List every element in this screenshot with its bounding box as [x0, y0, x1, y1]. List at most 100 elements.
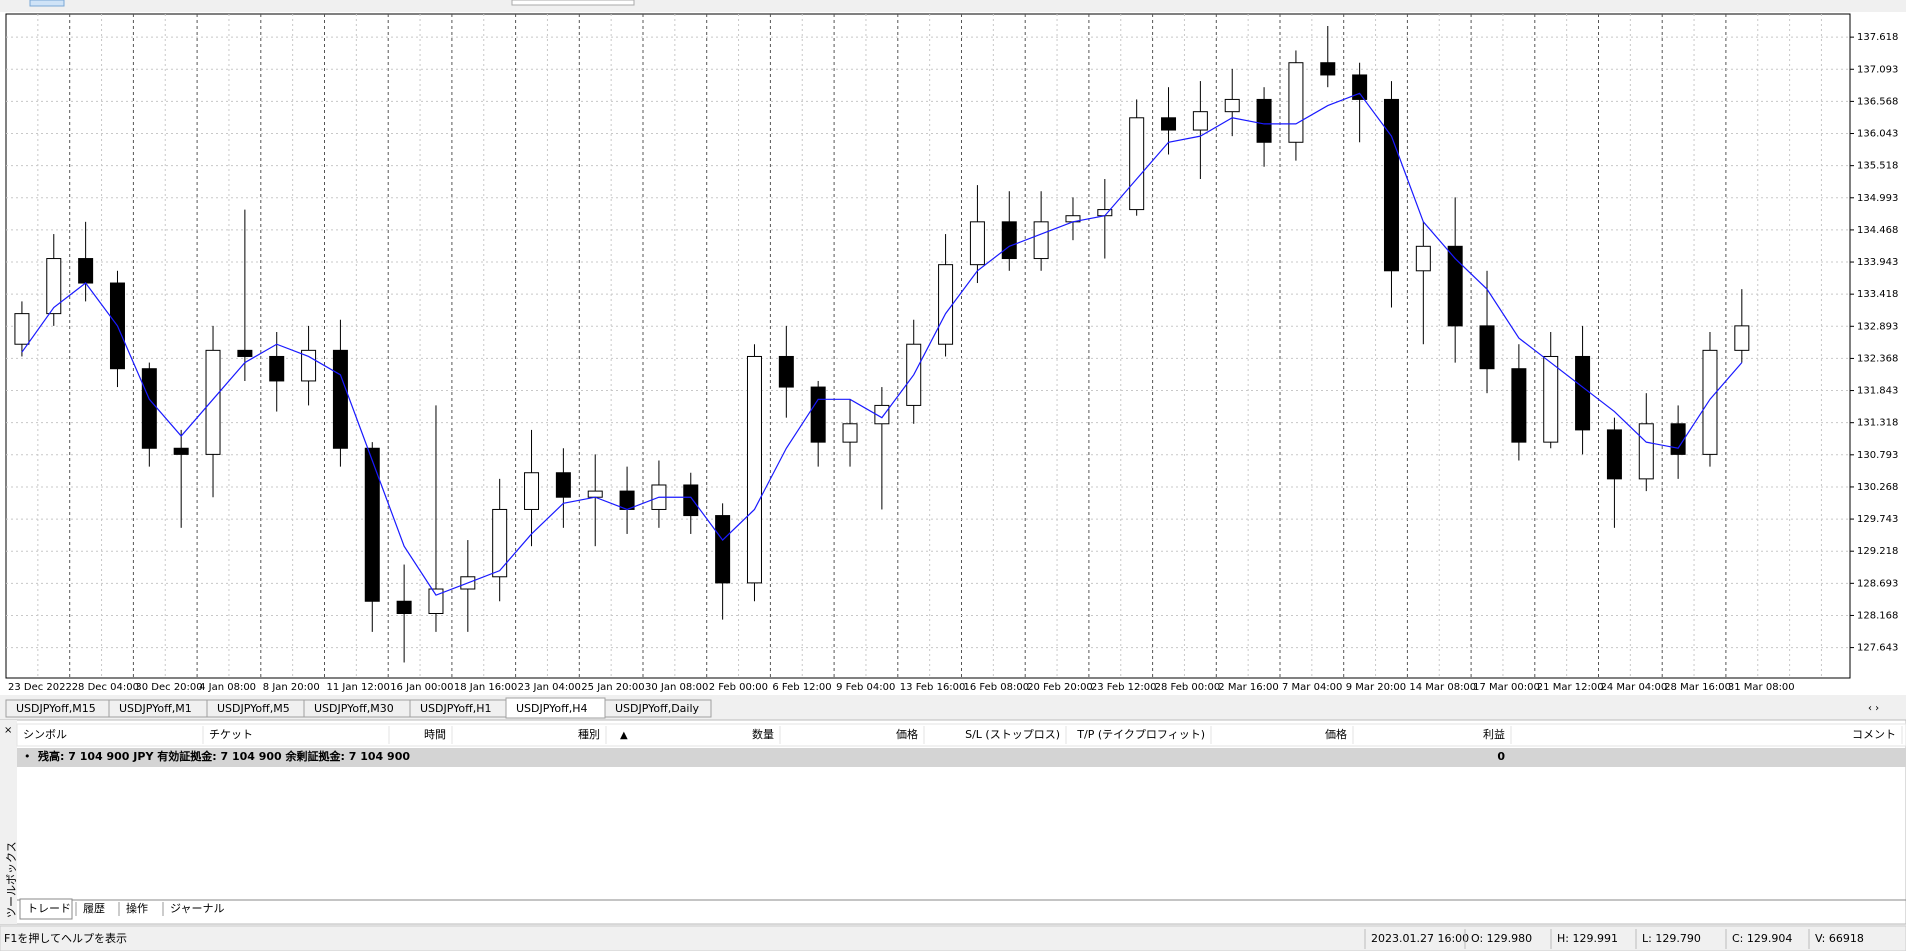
tab-label: USDJPYoff,M30	[314, 702, 394, 715]
candle-body	[1415, 245, 1431, 272]
x-tick-label: 28 Feb 00:00	[1155, 682, 1221, 693]
y-tick-label: 131.843	[1857, 386, 1898, 397]
y-tick-label: 134.468	[1857, 225, 1898, 236]
x-tick-label: 16 Feb 08:00	[964, 682, 1030, 693]
x-tick-label: 28 Dec 04:00	[72, 682, 139, 693]
status-bar	[0, 925, 1906, 951]
tab[interactable]	[604, 699, 712, 718]
terminal-tab-label[interactable]: トレード	[27, 902, 71, 915]
status-items: F1を押してヘルプを表示 2023.01.27 16:00 O: 129.980 H:…	[4, 929, 1864, 949]
y-tick-label: 132.893	[1857, 321, 1898, 332]
y-tick-label: 133.418	[1857, 289, 1898, 300]
column-label[interactable]: S/L (ストップロス)	[965, 728, 1060, 741]
x-tick-label: 31 Mar 08:00	[1728, 682, 1795, 693]
candle-body	[746, 355, 762, 584]
candle-body	[1543, 355, 1559, 443]
balance-text: 残高: 7 104 900 JPY 有効証拠金: 7 104 900 余剰証拠金…	[38, 749, 410, 763]
x-tick-label: 13 Feb 16:00	[900, 682, 966, 693]
x-tick-label: 9 Feb 04:00	[836, 682, 895, 693]
tab-label: USDJPYoff,Daily	[615, 702, 700, 715]
column-label[interactable]: 利益	[1483, 727, 1505, 741]
candle-body	[619, 490, 635, 510]
terminal-tab-label[interactable]: 操作	[126, 901, 148, 915]
x-tick-label: 24 Mar 04:00	[1601, 682, 1668, 693]
tab-label: USDJPYoff,M1	[119, 702, 192, 715]
x-tick-label: 8 Jan 20:00	[263, 682, 320, 693]
column-label[interactable]: コメント	[1852, 728, 1896, 741]
candle-body	[1352, 74, 1368, 100]
tab-label: USDJPYoff,H1	[420, 702, 491, 715]
tab-label: USDJPYoff,M5	[217, 702, 290, 715]
terminal-tab-active[interactable]	[19, 898, 73, 920]
x-tick-label: 21 Mar 12:00	[1537, 682, 1604, 693]
x-tick-label: 30 Dec 20:00	[135, 682, 202, 693]
x-tick-label: 14 Mar 08:00	[1409, 682, 1476, 693]
status-item: O: 129.980	[1471, 932, 1532, 945]
candle-body	[46, 258, 62, 315]
candle-body	[1511, 368, 1527, 443]
x-tick-label: 6 Feb 12:00	[772, 682, 831, 693]
y-tick-label: 136.568	[1857, 96, 1898, 107]
x-tick-label: 28 Mar 16:00	[1664, 682, 1731, 693]
moving-average	[21, 92, 1743, 596]
tab-label: USDJPYoff,M15	[16, 702, 96, 715]
y-tick-label: 131.318	[1857, 418, 1898, 429]
toolbar-button[interactable]	[29, 0, 65, 7]
candle-body	[938, 264, 954, 345]
status-item: L: 129.790	[1642, 932, 1701, 945]
candle-body	[332, 349, 348, 449]
candle-body	[141, 368, 157, 449]
y-tick-label: 134.993	[1857, 193, 1898, 204]
toolbar-field[interactable]	[511, 0, 635, 6]
candle-body	[555, 472, 571, 498]
column-label[interactable]: 数量	[752, 728, 774, 741]
candle-body	[969, 221, 985, 266]
candle-body	[1702, 349, 1718, 455]
column-label[interactable]: 価格	[1325, 727, 1347, 741]
y-tick-label: 129.218	[1857, 546, 1898, 557]
toolbar	[0, 0, 1906, 12]
column-label[interactable]: 種別	[578, 727, 600, 741]
status-item: F1を押してヘルプを表示	[4, 931, 127, 945]
close-button[interactable]: ×	[4, 725, 12, 736]
y-tick-label: 129.743	[1857, 514, 1898, 525]
candle-body	[1001, 221, 1017, 260]
bullet: •	[24, 750, 31, 763]
candle-body	[1734, 325, 1750, 351]
column-label[interactable]: シンボル	[23, 728, 67, 741]
x-tick-label: 2 Mar 16:00	[1218, 682, 1278, 693]
terminal-tab-label[interactable]: ジャーナル	[170, 902, 224, 915]
column-label[interactable]: T/P (テイクプロフィット)	[1076, 728, 1205, 741]
y-tick-label: 130.793	[1857, 450, 1898, 461]
status-item: V: 66918	[1815, 932, 1864, 945]
candle-body	[715, 515, 731, 584]
column-label[interactable]: 時間	[424, 728, 446, 741]
scroll-arrows[interactable]: ‹ ›	[1868, 703, 1879, 714]
x-tick-label: 9 Mar 20:00	[1346, 682, 1406, 693]
candle-body	[524, 472, 540, 510]
sort-arrow: ▲	[620, 730, 628, 741]
status-item: C: 129.904	[1732, 932, 1792, 945]
column-label[interactable]: 価格	[896, 727, 918, 741]
tabs: USDJPYoff,M15 USDJPYoff,M1 USDJPYoff,M5 USD…	[5, 697, 712, 719]
y-tick-label: 137.093	[1857, 64, 1898, 75]
x-tick-label: 7 Mar 04:00	[1282, 682, 1342, 693]
candle-body	[14, 313, 30, 345]
candle-body	[1129, 117, 1145, 211]
y-tick-label: 130.268	[1857, 482, 1898, 493]
x-tick-label: 23 Dec 2022	[8, 682, 72, 693]
candle-body	[874, 404, 890, 425]
terminal-tab-label[interactable]: 履歴	[83, 902, 105, 915]
x-tick-label: 20 Feb 20:00	[1027, 682, 1093, 693]
x-tick-label: 2 Feb 00:00	[709, 682, 768, 693]
candle-body	[1383, 98, 1399, 272]
candle-body	[1479, 325, 1495, 370]
candle-body	[1575, 355, 1591, 431]
x-tick-label: 30 Jan 08:00	[645, 682, 708, 693]
column-label[interactable]: チケット	[209, 728, 253, 741]
candle-body	[1670, 423, 1686, 455]
chart-window	[0, 12, 1906, 695]
